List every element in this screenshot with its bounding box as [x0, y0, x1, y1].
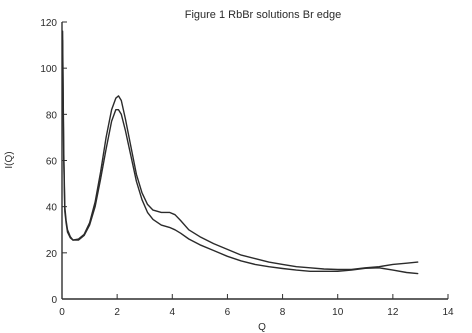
y-tick-label: 40 [46, 203, 58, 214]
x-tick-label: 12 [387, 307, 399, 318]
x-tick-label: 10 [332, 307, 344, 318]
x-tick-label: 6 [225, 307, 231, 318]
x-tick-label: 14 [442, 307, 454, 318]
x-tick-label: 8 [280, 307, 286, 318]
y-tick-label: 120 [40, 18, 57, 29]
y-tick-label: 80 [46, 110, 58, 121]
y-tick-label: 60 [46, 157, 58, 168]
series-line-1 [61, 39, 419, 271]
x-tick-label: 2 [114, 307, 120, 318]
x-axis-label: Q [258, 322, 266, 333]
series-line-2 [61, 30, 419, 275]
y-tick-label: 20 [46, 249, 58, 260]
y-tick-label: 100 [40, 64, 57, 75]
y-tick-label: 0 [51, 295, 57, 306]
chart-title: Figure 1 RbBr solutions Br edge [185, 9, 342, 21]
y-axis-label: I(Q) [4, 151, 15, 168]
x-tick-label: 0 [59, 307, 65, 318]
x-tick-label: 4 [170, 307, 176, 318]
